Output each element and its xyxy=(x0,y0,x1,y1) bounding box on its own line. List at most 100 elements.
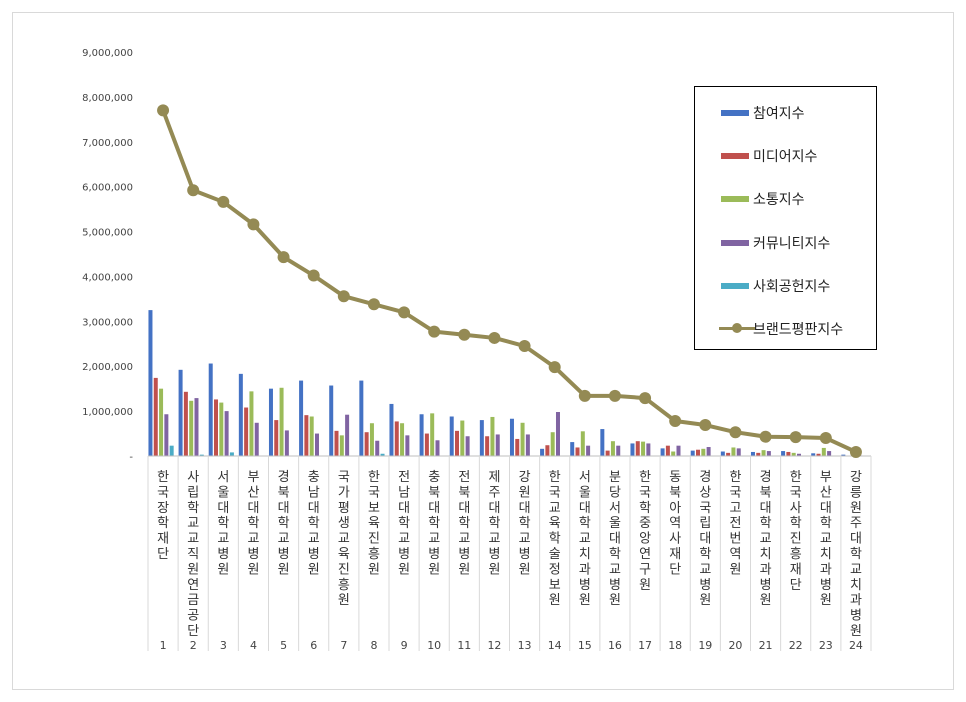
category-number-label: 18 xyxy=(668,639,682,652)
bar xyxy=(400,423,405,456)
legend-item-community: 커뮤니티지수 xyxy=(695,231,875,253)
line-point xyxy=(849,445,862,458)
line-point xyxy=(759,430,772,443)
bar xyxy=(189,400,194,456)
category-number-label: 10 xyxy=(427,639,441,652)
bar xyxy=(600,429,605,456)
bar xyxy=(375,440,380,456)
line-point xyxy=(187,184,200,197)
bar xyxy=(736,448,741,456)
bar xyxy=(208,363,213,456)
line-point xyxy=(608,389,621,402)
category-number-label: 20 xyxy=(728,639,742,652)
bar xyxy=(389,403,394,456)
bar xyxy=(419,414,424,456)
bar xyxy=(796,453,801,456)
bar xyxy=(380,453,385,456)
bar xyxy=(299,380,304,456)
chart-frame: - 1,000,000 2,000,000 3,000,000 4,000,000 5,0… xyxy=(12,12,954,690)
legend-swatch-community xyxy=(721,240,749,246)
legend-item-social-contribution: 사회공헌지수 xyxy=(695,274,875,296)
bar xyxy=(249,391,254,456)
bar xyxy=(781,451,786,456)
legend-swatch-communication xyxy=(721,196,749,202)
line-point xyxy=(488,331,501,344)
category-number-label: 24 xyxy=(849,639,863,652)
bar xyxy=(309,416,314,456)
line-point xyxy=(337,290,350,303)
line-series xyxy=(157,104,862,458)
bar xyxy=(435,440,440,456)
brand-reputation-chart: - 1,000,000 2,000,000 3,000,000 4,000,000 5,0… xyxy=(82,48,872,652)
bar xyxy=(706,447,711,456)
category-number-label: 23 xyxy=(819,639,833,652)
line-point xyxy=(247,218,260,231)
legend-label: 사회공헌지수 xyxy=(753,279,831,295)
bar xyxy=(676,445,681,456)
line-point xyxy=(819,432,832,445)
bar xyxy=(731,447,736,456)
bar xyxy=(304,415,309,456)
line-point xyxy=(518,340,531,353)
bar xyxy=(720,451,725,456)
bar xyxy=(194,398,199,456)
category-number-label: 9 xyxy=(401,639,408,652)
bar xyxy=(660,448,665,456)
y-tick-label: 5,000,000 xyxy=(82,228,133,239)
line-point xyxy=(367,298,380,311)
bar xyxy=(605,450,610,456)
bar xyxy=(586,445,591,456)
category-number-label: 17 xyxy=(638,639,652,652)
category-number-label: 3 xyxy=(220,639,227,652)
bar xyxy=(630,443,635,456)
bar xyxy=(821,447,826,456)
legend-item-brand-reputation: 브랜드평판지수 xyxy=(695,317,875,339)
bar xyxy=(816,453,821,456)
bar xyxy=(169,445,174,456)
bar xyxy=(671,451,676,456)
legend-swatch-participation xyxy=(721,110,749,116)
legend-item-communication: 소통지수 xyxy=(695,187,875,209)
bar xyxy=(460,420,465,456)
line-point xyxy=(729,426,742,439)
bar xyxy=(244,407,249,456)
bar xyxy=(219,402,224,456)
bar xyxy=(159,388,164,456)
bar xyxy=(555,412,560,456)
line-point xyxy=(578,389,591,402)
category-number-label: 5 xyxy=(280,639,287,652)
line-point xyxy=(548,361,561,374)
legend: 참여지수 미디어지수 소통지수 커뮤니티지수 사회공헌지수 브랜드평판지수 xyxy=(694,86,877,350)
bar xyxy=(750,451,755,456)
bar xyxy=(455,430,460,456)
bar xyxy=(339,435,344,456)
bar xyxy=(811,453,816,456)
line-point xyxy=(398,306,411,319)
bar xyxy=(178,369,183,456)
bar xyxy=(229,452,234,456)
bar xyxy=(580,431,585,456)
bar xyxy=(284,430,289,456)
bar xyxy=(495,434,500,456)
line-point xyxy=(458,328,471,341)
legend-swatch-media xyxy=(721,153,749,159)
bar xyxy=(199,454,204,456)
line-point xyxy=(277,251,290,264)
bar xyxy=(153,377,158,456)
category-number-label: 21 xyxy=(759,639,773,652)
